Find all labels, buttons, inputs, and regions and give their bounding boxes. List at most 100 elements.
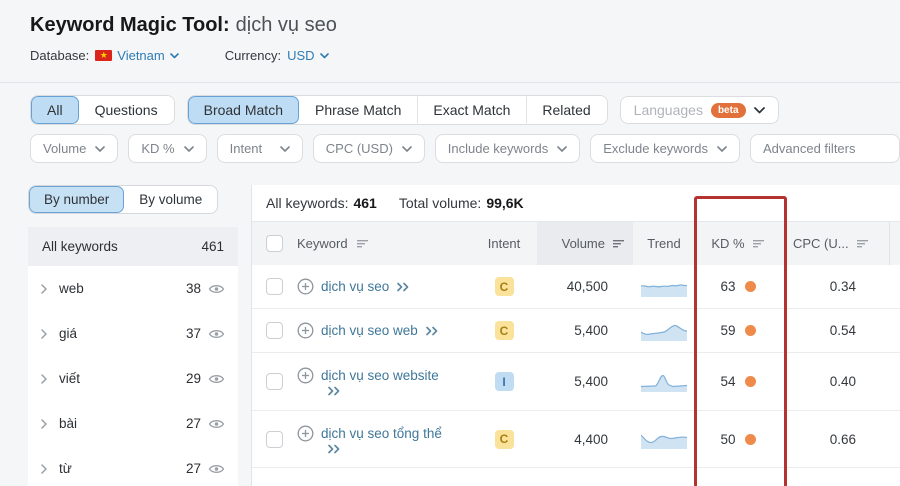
expand-keyword-icon[interactable] — [327, 444, 442, 454]
table-row: dịch vụ seo C 40,500 63 0.34 — [252, 265, 900, 309]
filters-bar: Volume KD % Intent CPC (USD) Include key… — [30, 134, 900, 163]
tab-exact-match[interactable]: Exact Match — [417, 96, 527, 124]
expand-keyword-icon[interactable] — [327, 386, 439, 396]
sidebar-item-bai[interactable]: bài 27 — [28, 401, 238, 446]
filter-advanced[interactable]: Advanced filters — [750, 134, 900, 163]
sidebar-sort-toggle: By number By volume — [28, 185, 219, 214]
keyword-link[interactable]: dịch vụ seo tổng thể — [321, 425, 442, 441]
eye-icon[interactable] — [208, 418, 225, 430]
chevron-down-icon — [279, 145, 290, 152]
group-count: 37 — [185, 326, 201, 341]
group-label: từ — [59, 461, 72, 476]
match-type-tabs: All Questions Broad Match Phrase Match E… — [30, 95, 900, 125]
search-query: dịch vụ seo — [235, 14, 337, 36]
tab-phrase-match[interactable]: Phrase Match — [298, 96, 418, 124]
volume-value: 5,400 — [574, 323, 608, 338]
tab-all[interactable]: All — [31, 96, 79, 124]
sidebar-item-gia[interactable]: giá 37 — [28, 311, 238, 356]
cpc-value: 0.66 — [829, 431, 856, 447]
intent-badge-commercial[interactable]: C — [494, 277, 514, 296]
select-all-checkbox[interactable] — [265, 235, 283, 252]
keyword-link[interactable]: dịch vụ seo — [321, 279, 390, 294]
chevron-down-icon — [95, 145, 106, 152]
intent-badge-commercial[interactable]: C — [494, 429, 514, 449]
tool-title: Keyword Magic Tool: — [30, 14, 230, 36]
group-count: 27 — [185, 416, 201, 431]
trend-sparkline — [641, 429, 687, 449]
keyword-link[interactable]: dịch vụ seo web — [321, 323, 418, 338]
expand-keyword-icon[interactable] — [396, 282, 411, 292]
all-keywords-count: 461 — [201, 239, 224, 254]
keywords-table-panel: All keywords: 461 Total volume: 99,6K Keyw… — [251, 185, 900, 486]
sort-icon[interactable] — [356, 239, 369, 248]
chevron-right-icon — [41, 328, 47, 339]
kd-value: 54 — [720, 374, 736, 389]
add-keyword-icon[interactable] — [297, 278, 314, 295]
expand-keyword-icon[interactable] — [425, 326, 440, 336]
filter-intent[interactable]: Intent — [216, 134, 303, 163]
all-keywords-label: All keywords — [42, 239, 118, 254]
tab-related[interactable]: Related — [526, 96, 607, 124]
add-keyword-icon[interactable] — [297, 425, 314, 442]
keyword-groups-sidebar: By number By volume All keywords 461 web… — [28, 185, 238, 486]
kd-difficulty-dot — [744, 325, 756, 336]
tab-broad-match[interactable]: Broad Match — [187, 96, 299, 124]
row-checkbox[interactable] — [265, 278, 283, 295]
sidebar-item-web[interactable]: web 38 — [28, 266, 238, 311]
eye-icon[interactable] — [208, 283, 225, 295]
languages-dropdown[interactable]: Languages beta — [619, 96, 779, 124]
filter-include-keywords[interactable]: Include keywords — [434, 134, 581, 163]
sidebar-item-all-keywords[interactable]: All keywords 461 — [28, 227, 238, 266]
volume-value: 5,400 — [574, 374, 608, 389]
sort-icon[interactable] — [752, 239, 765, 248]
eye-icon[interactable] — [208, 463, 225, 475]
column-header-kd[interactable]: KD % — [695, 222, 781, 265]
group-label: web — [59, 281, 84, 296]
sidebar-item-viet[interactable]: viết 29 — [28, 356, 238, 401]
currency-label: Currency: — [224, 48, 282, 63]
keyword-link[interactable]: dịch vụ seo website — [321, 368, 439, 383]
sort-icon[interactable] — [612, 239, 625, 248]
filter-kd[interactable]: KD % — [128, 134, 207, 163]
summary-all-keywords: All keywords: 461 — [266, 195, 377, 211]
currency-selector[interactable]: USD — [287, 48, 329, 63]
tab-questions[interactable]: Questions — [78, 96, 174, 124]
kd-difficulty-dot — [744, 433, 756, 445]
add-keyword-icon[interactable] — [297, 322, 314, 339]
row-checkbox[interactable] — [265, 373, 283, 390]
intent-badge-commercial[interactable]: C — [494, 321, 514, 340]
sort-icon[interactable] — [856, 239, 869, 248]
eye-icon[interactable] — [208, 373, 225, 385]
chevron-right-icon — [41, 463, 47, 474]
chevron-right-icon — [41, 418, 47, 429]
filter-cpc[interactable]: CPC (USD) — [312, 134, 425, 163]
toggle-by-number[interactable]: By number — [29, 186, 125, 213]
kd-value: 63 — [720, 279, 736, 294]
group-label: giá — [59, 326, 78, 341]
intent-badge-informational[interactable]: I — [494, 372, 514, 391]
add-keyword-icon[interactable] — [297, 367, 314, 384]
toggle-by-volume[interactable]: By volume — [124, 186, 218, 213]
column-header-cpc[interactable]: CPC (U... — [781, 222, 889, 265]
chevron-down-icon — [319, 52, 329, 59]
kd-difficulty-dot — [744, 376, 756, 387]
column-header-keyword[interactable]: Keyword — [296, 222, 471, 265]
eye-icon[interactable] — [208, 328, 225, 340]
kd-difficulty-dot — [744, 281, 756, 292]
trend-sparkline — [641, 321, 687, 341]
table-summary: All keywords: 461 Total volume: 99,6K — [252, 185, 900, 222]
column-header-intent[interactable]: Intent — [487, 236, 521, 251]
column-header-next-partial — [889, 222, 900, 265]
row-checkbox[interactable] — [265, 430, 283, 448]
database-label: Database: — [30, 48, 90, 63]
row-checkbox[interactable] — [265, 322, 283, 339]
sidebar-item-tu[interactable]: từ 27 — [28, 446, 238, 486]
trend-sparkline — [641, 277, 687, 297]
chevron-down-icon — [557, 145, 568, 152]
filter-volume[interactable]: Volume — [30, 134, 119, 163]
table-header-row: Keyword Intent Volume Trend KD % CPC (U.… — [252, 222, 900, 265]
column-header-volume[interactable]: Volume — [537, 222, 633, 265]
column-header-trend[interactable]: Trend — [647, 236, 681, 251]
database-selector[interactable]: Vietnam — [117, 48, 179, 63]
filter-exclude-keywords[interactable]: Exclude keywords — [590, 134, 740, 163]
